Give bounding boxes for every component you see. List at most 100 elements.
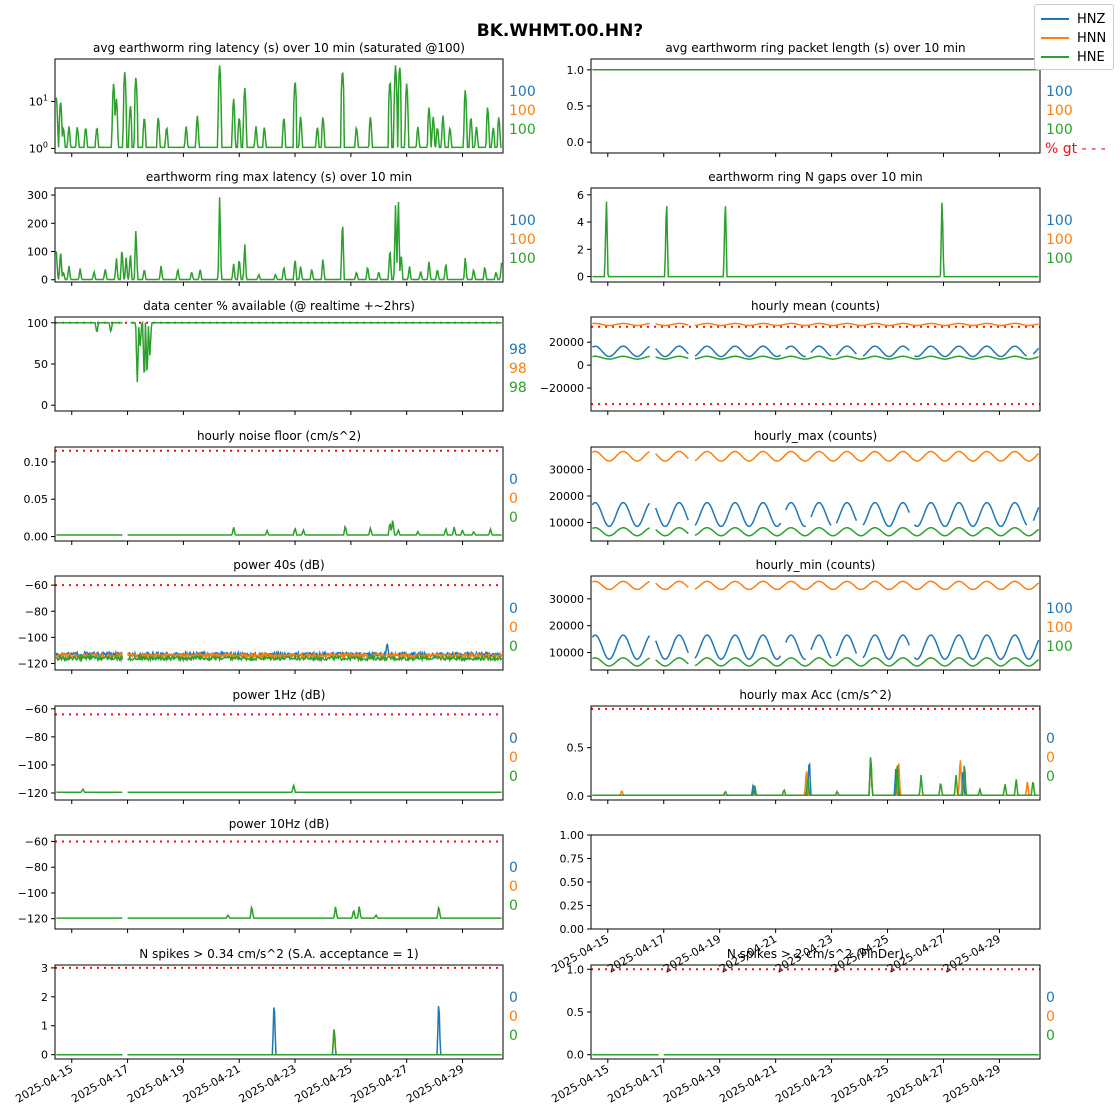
side-value: 0 xyxy=(509,731,518,747)
side-value: 0 xyxy=(509,898,518,914)
y-tick-label: 20000 xyxy=(549,620,584,633)
y-tick-label: 0 xyxy=(41,399,48,412)
y-tick-label: 3 xyxy=(41,962,48,975)
subplot-7: hourly noise floor (cm/s^2) 0.00 0.05 0.10 0… xyxy=(24,429,518,545)
x-tick-label: 2025-04-19 xyxy=(125,1062,187,1105)
y-tick-label: 0.00 xyxy=(24,531,49,544)
plot-area xyxy=(591,580,1040,667)
y-tick-label: −120 xyxy=(18,657,48,670)
y-tick-label: 0 xyxy=(577,359,584,372)
plot-area xyxy=(55,713,503,794)
y-tick-label: 4 xyxy=(577,216,584,229)
series-line-hnz xyxy=(1032,347,1040,355)
series-line-hnz xyxy=(835,634,858,657)
plot-frame xyxy=(54,316,504,412)
legend-item-hne: HNE xyxy=(1041,48,1105,66)
side-value: 98 xyxy=(509,342,527,358)
subplot-title: hourly_min (counts) xyxy=(756,558,876,572)
subplot-title: N spikes > 2 cm/s^2 (FinDer) xyxy=(727,947,904,961)
figure-title: BK.WHMT.00.HN? xyxy=(477,21,643,41)
y-tick-label: −100 xyxy=(18,759,48,772)
side-value: 100 xyxy=(509,103,536,119)
legend-item-hnz: HNZ xyxy=(1041,10,1105,28)
y-tick-label: 0 xyxy=(41,274,48,287)
series-line-hnz xyxy=(694,501,782,528)
y-tick-label: 20000 xyxy=(549,336,584,349)
subplot-title: hourly_max (counts) xyxy=(754,429,877,443)
side-value: 100 xyxy=(1046,232,1073,248)
y-tick-label: 30000 xyxy=(549,464,584,477)
subplot-title: power 40s (dB) xyxy=(233,558,324,572)
plot-frame xyxy=(54,58,504,154)
series-line-hnn xyxy=(694,450,1040,462)
side-value: 100 xyxy=(1046,84,1073,100)
y-tick-label: 2 xyxy=(577,243,584,256)
side-value: 0 xyxy=(509,620,518,636)
series-line-hnn xyxy=(127,1029,502,1056)
series-line-hne xyxy=(694,657,1040,667)
series-line-hne xyxy=(55,65,502,149)
side-value: 0 xyxy=(509,472,518,488)
series-line-hnz xyxy=(1032,507,1040,521)
subplot-2: avg earthworm ring packet length (s) ove… xyxy=(567,41,1106,157)
x-tick-label: 2025-04-27 xyxy=(348,1062,410,1105)
y-tick-label: −100 xyxy=(18,887,48,900)
subplot-title: hourly max Acc (cm/s^2) xyxy=(739,688,891,702)
plot-area xyxy=(55,449,503,536)
series-line-hnn xyxy=(655,580,689,591)
subplot-grid: avg earthworm ring latency (s) over 10 m… xyxy=(13,41,1105,1106)
plot-frame xyxy=(590,834,1041,930)
subplot-title: hourly mean (counts) xyxy=(751,299,880,313)
y-tick-label: −80 xyxy=(25,861,48,874)
side-value: 100 xyxy=(1046,620,1073,636)
subplot-6: hourly mean (counts) −20000 0 20000 xyxy=(540,299,1041,415)
x-tick-label: 2025-04-25 xyxy=(293,1062,355,1105)
y-tick-label: −60 xyxy=(25,835,48,848)
series-line-hnz xyxy=(810,501,832,526)
series-line-hnz xyxy=(785,634,807,661)
x-tick-label: 2025-04-17 xyxy=(605,1062,667,1105)
side-value: 0 xyxy=(1046,769,1055,785)
series-line-hnz xyxy=(655,345,689,358)
x-tick-label: 2025-04-29 xyxy=(941,1062,1003,1105)
side-value: 0 xyxy=(1046,750,1055,766)
side-value: 100 xyxy=(1046,122,1073,138)
plot-frame xyxy=(54,834,504,930)
y-tick-label: −80 xyxy=(25,731,48,744)
series-line-hnn xyxy=(592,760,1039,796)
side-value: 98 xyxy=(509,380,527,396)
subplot-3: earthworm ring max latency (s) over 10 m… xyxy=(27,170,536,287)
legend-item-hnn: HNN xyxy=(1041,29,1106,47)
side-value: 100 xyxy=(509,232,536,248)
subplot-9: power 40s (dB) −120 −100 −80 −60 0 0 0 xyxy=(18,558,518,674)
series-line-hnz xyxy=(592,345,651,358)
x-tick-label: 2025-04-15 xyxy=(549,1062,611,1105)
x-tick-label: 2025-04-27 xyxy=(885,1062,947,1105)
y-tick-label: 100 xyxy=(29,140,48,155)
y-tick-label: 1.0 xyxy=(567,963,585,976)
plot-frame xyxy=(590,58,1041,154)
y-tick-label: 0.00 xyxy=(560,923,585,936)
y-tick-label: 0.10 xyxy=(24,456,49,469)
legend-label-hne: HNE xyxy=(1077,49,1105,65)
side-value: 100 xyxy=(509,251,536,267)
plot-frame xyxy=(590,575,1041,671)
subplot-1: avg earthworm ring latency (s) over 10 m… xyxy=(29,41,536,157)
side-value: 0 xyxy=(509,639,518,655)
series-line-hnz xyxy=(810,345,832,357)
plot-area xyxy=(591,707,1040,796)
x-tick-label: 2025-04-29 xyxy=(404,1062,466,1105)
subplot-10: hourly_min (counts) 10000 20000 30000 100 100… xyxy=(549,558,1073,674)
series-line-hne xyxy=(127,653,503,663)
side-note: % gt - - - xyxy=(1045,141,1106,157)
subplot-title: earthworm ring N gaps over 10 min xyxy=(708,170,922,184)
side-value: 0 xyxy=(1046,1028,1055,1044)
subplot-8: hourly_max (counts) 10000 20000 30000 xyxy=(549,429,1041,545)
x-tick-label: 2025-04-17 xyxy=(605,932,667,975)
y-tick-label: 0.75 xyxy=(560,853,585,866)
y-tick-label: −100 xyxy=(18,631,48,644)
plot-frame xyxy=(590,446,1041,542)
series-line-hnz xyxy=(810,634,832,659)
subplot-title: avg earthworm ring latency (s) over 10 m… xyxy=(93,41,465,55)
